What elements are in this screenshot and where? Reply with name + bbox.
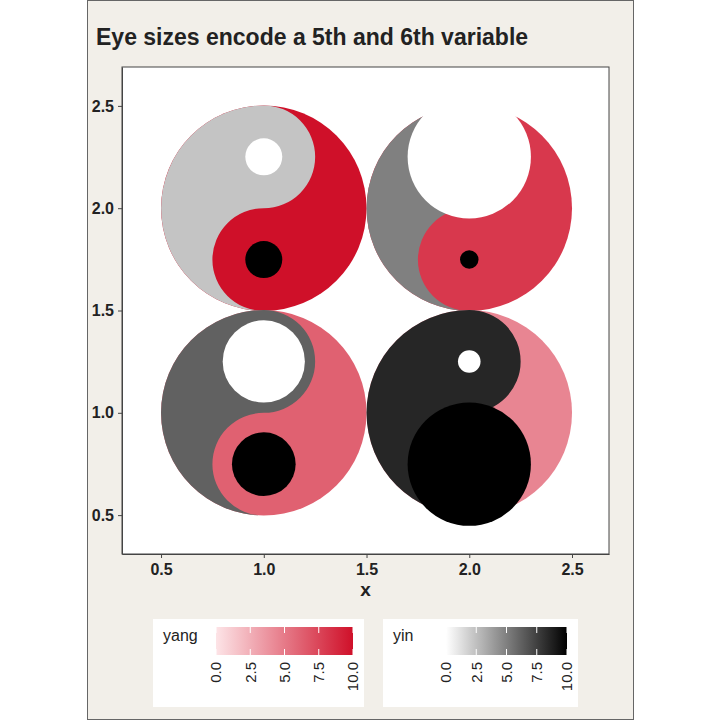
yin-part (161, 310, 315, 515)
colorbar-tick (250, 627, 251, 633)
plot-area (122, 67, 609, 554)
colorbar (446, 627, 567, 655)
colorbar-label: 10.0 (344, 662, 361, 691)
colorbar-tick (250, 649, 251, 655)
colorbar-tick (567, 627, 568, 633)
x-title: x (360, 579, 371, 600)
colorbar-tick (284, 649, 285, 655)
glyphs (161, 95, 572, 526)
colorbar (216, 627, 353, 655)
yin-eye (458, 350, 481, 373)
tick-mark (367, 554, 368, 558)
legend-title: yang (163, 627, 198, 644)
yin-eye (408, 95, 531, 218)
yang-eye (245, 241, 282, 278)
legend-title: yin (393, 627, 413, 644)
tick-label: 2.5 (561, 561, 583, 578)
colorbar-tick (216, 627, 217, 633)
yang-eye (408, 403, 531, 526)
colorbar-tick (446, 627, 447, 633)
x-axis: 0.5 1.0 1.5 2.0 2.5 (123, 554, 610, 578)
yang-eye (232, 432, 296, 496)
yang-part (161, 105, 366, 310)
colorbar-tick (567, 649, 568, 655)
tick: 1.0 (92, 404, 122, 421)
yin-eye (223, 320, 305, 402)
yinyang (367, 310, 572, 526)
tick-label: 1.5 (92, 302, 114, 319)
colorbar-tick (536, 649, 537, 655)
tick: 2.0 (459, 554, 481, 578)
colorbar-label: 7.5 (310, 662, 327, 683)
colorbar-label: 2.5 (242, 662, 259, 683)
tick: 1.5 (92, 302, 122, 319)
legend-box (153, 619, 364, 707)
plot-frame (122, 67, 609, 554)
title: Eye sizes encode a 5th and 6th variable (96, 24, 528, 50)
tick: 1.5 (356, 554, 378, 578)
colorbar-label: 0.0 (207, 662, 224, 683)
tick: 0.5 (92, 507, 122, 524)
axis-line (123, 554, 610, 555)
colorbar-label: 10.0 (558, 662, 575, 691)
tick-mark (118, 311, 122, 312)
tick: 0.5 (150, 554, 172, 578)
colorbar-tick (318, 627, 319, 633)
y-axis: 0.5 1.0 1.5 2.0 2.5 (92, 68, 123, 555)
colorbar-tick (353, 627, 354, 633)
colorbar-label: 7.5 (528, 662, 545, 683)
tick: 1.0 (253, 554, 275, 578)
tick-mark (118, 208, 122, 209)
tick-mark (161, 554, 162, 558)
colorbar-label: 5.0 (498, 662, 515, 683)
tick-label: 2.0 (92, 200, 114, 217)
yinyang (161, 105, 366, 310)
colorbar-tick (446, 649, 447, 655)
colorbar-label: 2.5 (468, 662, 485, 683)
tick-mark (572, 554, 573, 558)
yang-part (161, 310, 366, 515)
colorbar-tick (476, 627, 477, 633)
colorbar-tick (506, 627, 507, 633)
tick-label: 0.5 (150, 561, 172, 578)
colorbar-tick (284, 627, 285, 633)
tick-label: 0.5 (92, 507, 114, 524)
colorbar-tick (536, 627, 537, 633)
colorbar-tick (476, 649, 477, 655)
legend: yin 0.0 2.5 5.0 7.5 10.0 (383, 619, 578, 707)
colorbar-tick (216, 649, 217, 655)
tick-mark (264, 554, 265, 558)
tick-label: 2.5 (92, 97, 114, 114)
colorbar-tick (353, 649, 354, 655)
tick-mark (118, 515, 122, 516)
background (88, 1, 634, 720)
tick-mark (469, 554, 470, 558)
colorbar-label: 0.0 (437, 662, 454, 683)
tick-label: 1.5 (356, 561, 378, 578)
tick-mark (118, 106, 122, 107)
tick: 2.5 (92, 97, 122, 114)
legend: yang 0.0 2.5 5.0 7.5 10.0 (153, 619, 364, 707)
tick-label: 1.0 (92, 404, 114, 421)
colorbar-label: 5.0 (276, 662, 293, 683)
axis-line (122, 68, 123, 555)
yang-eye (460, 250, 478, 268)
tick-label: 2.0 (459, 561, 481, 578)
colorbar-tick (318, 649, 319, 655)
colorbar-tick (506, 649, 507, 655)
legend-box (383, 619, 578, 707)
yin-eye (245, 138, 282, 175)
yinyang (161, 310, 366, 515)
yin-part (161, 105, 315, 310)
tick-label: 1.0 (253, 561, 275, 578)
tick: 2.0 (92, 200, 122, 217)
tick: 2.5 (561, 554, 583, 578)
yinyang (367, 95, 572, 311)
tick-mark (118, 413, 122, 414)
